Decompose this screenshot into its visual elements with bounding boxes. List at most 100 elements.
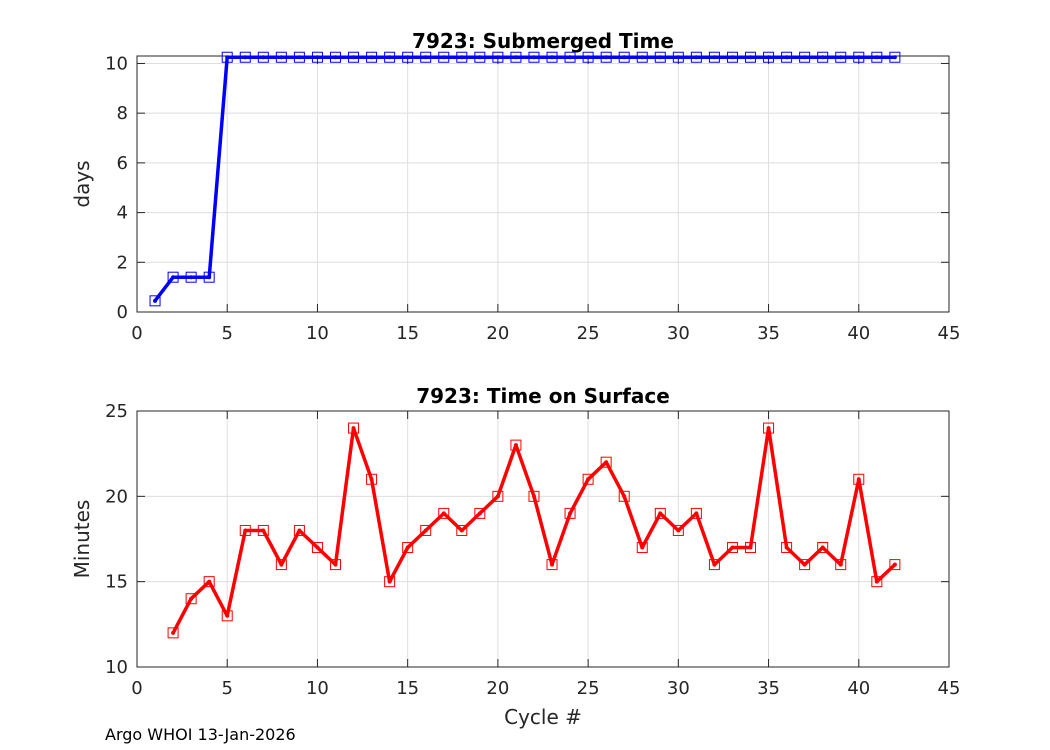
x-tick-label: 35 <box>757 678 780 699</box>
x-tick-label: 20 <box>486 678 509 699</box>
data-point-dot <box>441 511 446 516</box>
plot-area <box>137 411 949 667</box>
data-point-dot <box>784 545 789 550</box>
x-tick-label: 15 <box>396 323 419 344</box>
y-tick-label: 10 <box>105 53 128 74</box>
data-point-dot <box>351 426 356 431</box>
data-point-marker <box>528 51 540 63</box>
x-tick-label: 25 <box>577 323 600 344</box>
data-point-dot <box>730 55 735 60</box>
data-point-dot <box>622 494 627 499</box>
data-point-marker <box>781 51 793 63</box>
data-point-marker <box>672 524 684 536</box>
data-point-marker <box>636 542 648 554</box>
data-point-dot <box>550 55 555 60</box>
data-point-marker <box>185 271 197 283</box>
data-point-dot <box>387 579 392 584</box>
data-point-dot <box>622 55 627 60</box>
data-point-marker <box>654 51 666 63</box>
data-point-dot <box>856 477 861 482</box>
data-point-marker <box>167 271 179 283</box>
data-point-dot <box>892 55 897 60</box>
data-point-marker <box>745 542 757 554</box>
data-point-dot <box>838 562 843 567</box>
data-point-dot <box>495 55 500 60</box>
data-point-marker <box>564 507 576 519</box>
data-point-dot <box>405 55 410 60</box>
data-point-marker <box>420 524 432 536</box>
data-point-marker <box>239 524 251 536</box>
x-tick-label: 0 <box>131 323 142 344</box>
data-point-dot <box>297 528 302 533</box>
data-point-marker <box>366 473 378 485</box>
chart-title: 7923: Submerged Time <box>412 29 674 53</box>
data-point-dot <box>513 55 518 60</box>
data-point-marker <box>871 576 883 588</box>
data-point-marker <box>817 542 829 554</box>
data-point-dot <box>730 545 735 550</box>
data-point-marker <box>402 542 414 554</box>
data-point-dot <box>676 528 681 533</box>
data-point-marker <box>708 51 720 63</box>
y-axis-label: Minutes <box>70 500 94 579</box>
data-point-dot <box>531 55 536 60</box>
data-point-dot <box>279 562 284 567</box>
data-point-marker <box>817 51 829 63</box>
x-tick-label: 15 <box>396 678 419 699</box>
data-point-marker <box>474 507 486 519</box>
surface-time-chart: 0 5 10 15 20 25 30 35 40 45 10 15 20 25 7923: Time on … <box>70 384 960 729</box>
data-point-marker <box>582 473 594 485</box>
data-point-marker <box>384 576 396 588</box>
series-line <box>153 55 897 303</box>
data-point-dot <box>279 55 284 60</box>
data-point-dot <box>351 55 356 60</box>
data-point-marker <box>239 51 251 63</box>
data-point-dot <box>856 55 861 60</box>
data-point-dot <box>243 55 248 60</box>
data-point-dot <box>586 55 591 60</box>
data-point-dot <box>459 55 464 60</box>
data-point-marker <box>528 490 540 502</box>
data-point-marker <box>510 51 522 63</box>
data-point-marker <box>708 559 720 571</box>
plot-area <box>137 56 949 312</box>
data-point-dot <box>189 596 194 601</box>
data-point-marker <box>799 559 811 571</box>
data-point-marker <box>203 271 215 283</box>
data-point-dot <box>892 562 897 567</box>
data-point-marker <box>311 542 323 554</box>
data-point-marker <box>835 51 847 63</box>
data-point-dot <box>712 562 717 567</box>
data-point-marker <box>600 51 612 63</box>
y-tick-label: 6 <box>117 153 128 174</box>
data-point-marker <box>221 51 233 63</box>
data-point-dot <box>513 443 518 448</box>
x-tick-label: 0 <box>131 678 142 699</box>
data-point-dot <box>261 528 266 533</box>
data-point-marker <box>654 507 666 519</box>
data-point-marker <box>474 51 486 63</box>
data-point-marker <box>726 51 738 63</box>
footer-stamp: Argo WHOI 13-Jan-2026 <box>105 725 296 744</box>
x-axis-label: Cycle # <box>504 705 582 729</box>
data-point-dot <box>225 613 230 618</box>
x-tick-label: 40 <box>847 678 870 699</box>
data-point-marker <box>618 490 630 502</box>
data-point-marker <box>456 524 468 536</box>
data-point-dot <box>766 426 771 431</box>
data-point-dot <box>748 545 753 550</box>
data-point-dot <box>820 55 825 60</box>
data-point-marker <box>546 559 558 571</box>
data-point-dot <box>387 55 392 60</box>
data-point-dot <box>586 477 591 482</box>
data-point-dot <box>369 55 374 60</box>
data-point-dot <box>207 579 212 584</box>
data-point-dot <box>423 528 428 533</box>
data-point-marker <box>348 422 360 434</box>
data-point-dot <box>495 494 500 499</box>
data-point-marker <box>438 51 450 63</box>
data-point-dot <box>189 275 194 280</box>
data-point-marker <box>690 51 702 63</box>
data-point-dot <box>405 545 410 550</box>
x-tick-label: 45 <box>938 678 961 699</box>
